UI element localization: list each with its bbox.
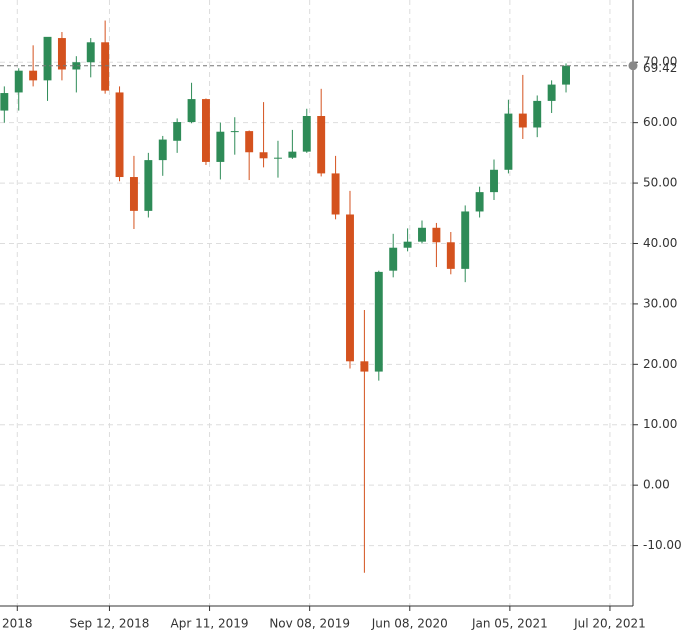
candle-body: [446, 242, 455, 269]
candle-body: [173, 122, 182, 141]
y-tick-label: -10.00: [643, 538, 682, 552]
candle-body: [187, 99, 196, 123]
candle-body: [14, 70, 23, 93]
candle-body: [475, 192, 484, 212]
candle-body: [374, 271, 383, 372]
candle-body: [0, 93, 9, 111]
candle-body: [274, 157, 282, 159]
x-tick-label: Nov 08, 2019: [269, 617, 350, 631]
candle-body: [245, 131, 254, 153]
candle-body: [230, 131, 239, 133]
y-tick-label: 50.00: [643, 176, 677, 190]
candle-body: [288, 151, 297, 158]
candle-body: [346, 214, 354, 362]
x-tick-label: Sep 12, 2018: [70, 617, 150, 631]
candle-body: [490, 169, 498, 193]
candle-body: [504, 113, 513, 170]
x-tick-label: Jan 05, 2021: [471, 617, 548, 631]
candle-body: [562, 65, 570, 85]
candle-body: [518, 113, 527, 128]
candle-body: [201, 99, 210, 162]
y-tick-label: 40.00: [643, 236, 677, 250]
candle-body: [461, 211, 470, 269]
candle-body: [101, 42, 110, 91]
candle-body: [72, 62, 81, 70]
candle-body: [43, 36, 52, 81]
candle-body: [360, 361, 369, 372]
y-tick-label: 20.00: [643, 357, 677, 371]
last-price-dot: [628, 61, 638, 71]
x-tick-label: Apr 11, 2019: [171, 617, 249, 631]
y-tick-label: 60.00: [643, 115, 677, 129]
candle-body: [115, 92, 124, 178]
y-tick-label: 0.00: [643, 478, 670, 492]
y-tick-label: 70.00: [643, 55, 677, 69]
x-tick-label: Jun 08, 2020: [371, 617, 448, 631]
candle-body: [418, 227, 426, 242]
y-tick-label: 10.00: [643, 417, 677, 431]
candle-body: [432, 227, 441, 243]
candle-body: [389, 247, 398, 271]
candle-body: [317, 116, 326, 174]
candle-body: [302, 116, 311, 152]
candle-body: [129, 177, 138, 211]
candle-body: [331, 173, 340, 215]
candle-body: [547, 84, 556, 101]
candle-body: [533, 100, 542, 128]
candle-body: [144, 160, 153, 211]
candle-body: [29, 70, 38, 81]
last-price-label: 69.42: [643, 61, 677, 75]
x-tick-label: Jul 20, 2021: [573, 617, 646, 631]
candle-body: [259, 152, 268, 159]
candle-body: [403, 241, 412, 248]
candle-body: [57, 38, 66, 70]
candle-body: [158, 139, 167, 161]
y-tick-label: 30.00: [643, 296, 677, 310]
candle-body: [216, 131, 225, 162]
candle-body: [86, 42, 95, 63]
x-tick-label: 2018: [2, 617, 33, 631]
